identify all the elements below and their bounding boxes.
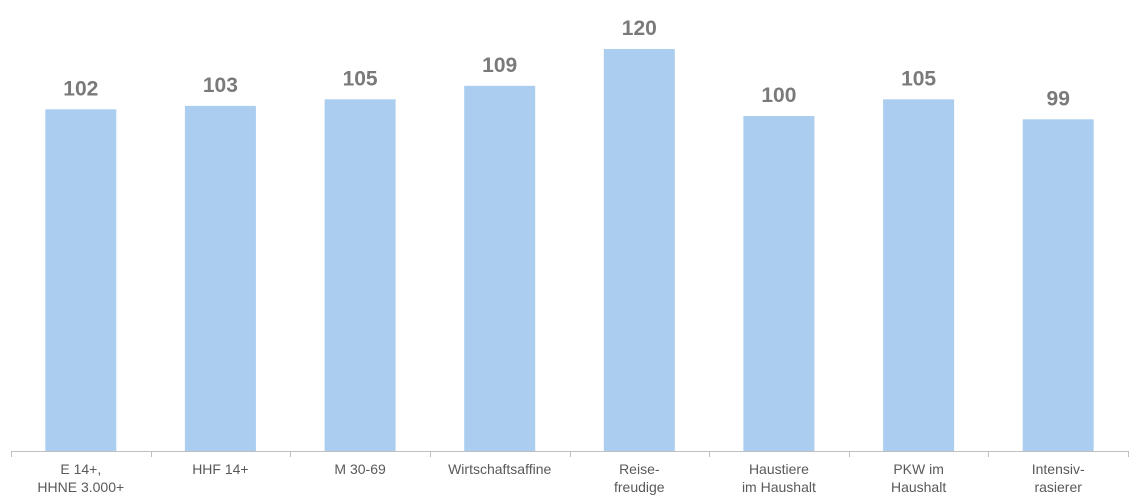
x-tick-label-line: Wirtschaftsaffine: [448, 461, 551, 477]
x-tick-label-line: im Haushalt: [742, 479, 816, 495]
bar: [603, 49, 675, 451]
bars-group: [45, 49, 1094, 452]
x-tick-label-line: PKW im: [893, 461, 944, 477]
x-tick-label: PKW im Haushalt: [891, 461, 946, 495]
data-label: 109: [482, 54, 517, 77]
bar: [324, 99, 396, 452]
bar: [184, 105, 256, 452]
data-label: 105: [901, 67, 936, 90]
x-tick-label: Haustiere im Haushalt: [742, 461, 816, 495]
data-label: 103: [203, 74, 238, 97]
data-label: 105: [343, 67, 378, 90]
bar: [1022, 119, 1094, 452]
x-tick-label-line: rasierer: [1034, 479, 1082, 495]
x-tick-label: Intensiv-rasierer: [1032, 461, 1085, 495]
x-tick-label-line: M 30-69: [334, 461, 386, 477]
data-label: 120: [622, 17, 657, 40]
value-labels-group: 102 103 105 109 120 100 105 99: [63, 17, 1070, 110]
x-tick-label: E 14+, HHNE 3.000+: [37, 461, 124, 495]
x-tick-label-line: Reise-: [619, 461, 660, 477]
x-tick-label-line: Haustiere: [749, 461, 809, 477]
x-tick-label: M 30-69: [334, 461, 386, 477]
data-label: 100: [761, 84, 796, 107]
x-axis-ticks-group: [11, 451, 1129, 457]
bar: [883, 99, 955, 452]
bar: [45, 109, 117, 452]
x-tick-label-line: freudige: [614, 479, 665, 495]
x-tick-label-line: E 14+,: [60, 461, 101, 477]
x-tick-label-line: Intensiv-: [1032, 461, 1085, 477]
bar: [464, 85, 536, 452]
bar: [743, 116, 815, 451]
x-tick-label-line: HHNE 3.000+: [37, 479, 124, 495]
data-label: 99: [1047, 87, 1070, 110]
x-tick-label: Wirtschaftsaffine: [448, 461, 551, 477]
x-tick-label: Reise-freudige: [614, 461, 665, 495]
x-tick-label-line: Haushalt: [891, 479, 946, 495]
x-tick-label: HHF 14+: [192, 461, 248, 477]
x-axis-tick-labels-group: E 14+, HHNE 3.000+ HHF 14+ M 30-69 Wirtschaf…: [37, 461, 1085, 495]
x-tick-label-line: HHF 14+: [192, 461, 248, 477]
data-label: 102: [63, 77, 98, 100]
